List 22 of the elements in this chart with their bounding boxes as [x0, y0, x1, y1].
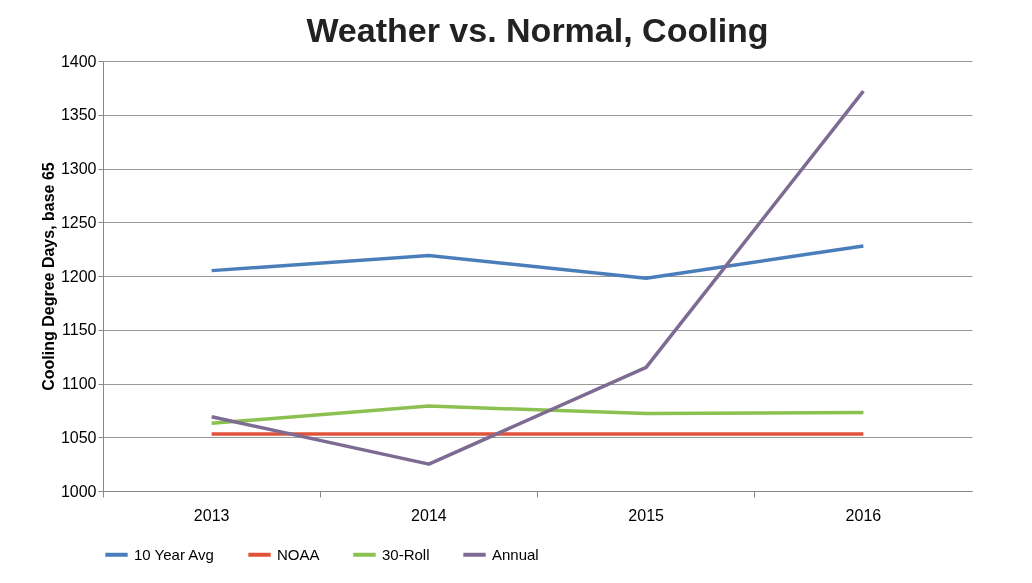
y-axis-title: Cooling Degree Days, base 65 [39, 162, 57, 391]
chart-title: Weather vs. Normal, Cooling [306, 11, 769, 49]
legend-label: NOAA [277, 545, 320, 563]
legend-label: Annual [492, 545, 539, 563]
legend-label: 10 Year Avg [134, 545, 214, 563]
y-tick-label: 1000 [60, 482, 97, 500]
x-tick-label: 2015 [628, 506, 665, 524]
line-series [209, 404, 866, 426]
y-tick-label: 1350 [60, 106, 97, 124]
x-tick-label: 2016 [845, 506, 882, 524]
x-tick-label: 2014 [411, 506, 447, 524]
y-tick-label: 1300 [60, 160, 97, 177]
line-series [209, 89, 866, 466]
line-series [209, 244, 866, 280]
y-tick-label: 1150 [62, 321, 97, 339]
y-tick-label: 1050 [60, 428, 97, 446]
y-tick-label: 1100 [62, 375, 97, 392]
y-tick-label: 1250 [60, 213, 97, 231]
y-tick-label: 1200 [60, 267, 97, 285]
y-tick-label: 1400 [60, 52, 97, 70]
legend-label: 30-Roll [382, 545, 430, 563]
x-tick-label: 2013 [193, 506, 230, 524]
